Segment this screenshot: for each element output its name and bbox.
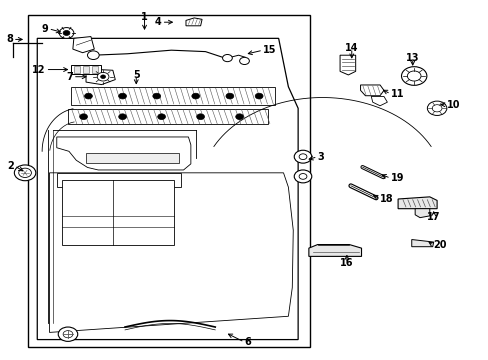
Circle shape: [84, 93, 92, 99]
Circle shape: [299, 174, 306, 179]
Polygon shape: [339, 55, 355, 75]
Polygon shape: [86, 153, 178, 163]
Text: 8: 8: [6, 35, 13, 44]
Bar: [27, 15, 310, 347]
Circle shape: [225, 93, 233, 99]
Circle shape: [153, 93, 160, 99]
Circle shape: [431, 105, 441, 112]
Circle shape: [191, 93, 199, 99]
Circle shape: [196, 114, 204, 120]
Text: 7: 7: [66, 72, 73, 82]
Bar: [92, 66, 98, 73]
Text: 16: 16: [340, 258, 353, 268]
Circle shape: [222, 54, 232, 62]
Text: 12: 12: [32, 64, 45, 75]
Polygon shape: [49, 173, 293, 332]
Text: 19: 19: [390, 173, 404, 183]
Circle shape: [80, 114, 87, 120]
Text: 6: 6: [244, 337, 251, 347]
Bar: [83, 66, 89, 73]
Polygon shape: [414, 209, 429, 218]
Bar: [61, 180, 173, 244]
Text: 9: 9: [41, 24, 48, 34]
Text: 14: 14: [345, 43, 358, 53]
Text: 1: 1: [141, 12, 147, 22]
Polygon shape: [73, 37, 94, 53]
Circle shape: [58, 327, 78, 341]
Text: 15: 15: [263, 45, 276, 55]
Circle shape: [299, 154, 306, 159]
Polygon shape: [370, 96, 386, 106]
Polygon shape: [86, 69, 115, 85]
Circle shape: [87, 51, 99, 59]
Circle shape: [97, 72, 109, 81]
Circle shape: [14, 165, 36, 181]
Polygon shape: [411, 239, 433, 247]
Circle shape: [401, 67, 426, 85]
Text: 5: 5: [133, 70, 140, 80]
Polygon shape: [360, 85, 383, 96]
Text: 13: 13: [405, 53, 419, 63]
Text: 4: 4: [155, 17, 161, 27]
Circle shape: [239, 57, 249, 64]
Circle shape: [294, 170, 311, 183]
Circle shape: [119, 114, 126, 120]
Text: 20: 20: [433, 240, 447, 250]
Polygon shape: [308, 244, 361, 256]
Text: 3: 3: [317, 152, 324, 162]
Bar: [71, 65, 101, 74]
Polygon shape: [57, 173, 181, 187]
Circle shape: [59, 28, 74, 39]
Text: 11: 11: [390, 89, 404, 99]
Circle shape: [63, 330, 73, 338]
Circle shape: [63, 31, 70, 36]
Circle shape: [235, 114, 243, 120]
Circle shape: [158, 114, 165, 120]
Polygon shape: [57, 137, 190, 170]
Circle shape: [19, 168, 31, 177]
Polygon shape: [37, 39, 298, 339]
Text: 2: 2: [8, 161, 14, 171]
Circle shape: [294, 150, 311, 163]
Text: 10: 10: [446, 100, 459, 110]
Circle shape: [119, 93, 126, 99]
Bar: [71, 87, 274, 105]
Circle shape: [407, 71, 420, 81]
Bar: [68, 109, 267, 125]
Text: 18: 18: [379, 194, 393, 204]
Bar: [74, 66, 80, 73]
Polygon shape: [185, 18, 202, 26]
Circle shape: [255, 93, 263, 99]
Circle shape: [427, 101, 446, 116]
Circle shape: [101, 75, 105, 78]
Text: 17: 17: [426, 212, 440, 221]
Polygon shape: [397, 197, 436, 209]
